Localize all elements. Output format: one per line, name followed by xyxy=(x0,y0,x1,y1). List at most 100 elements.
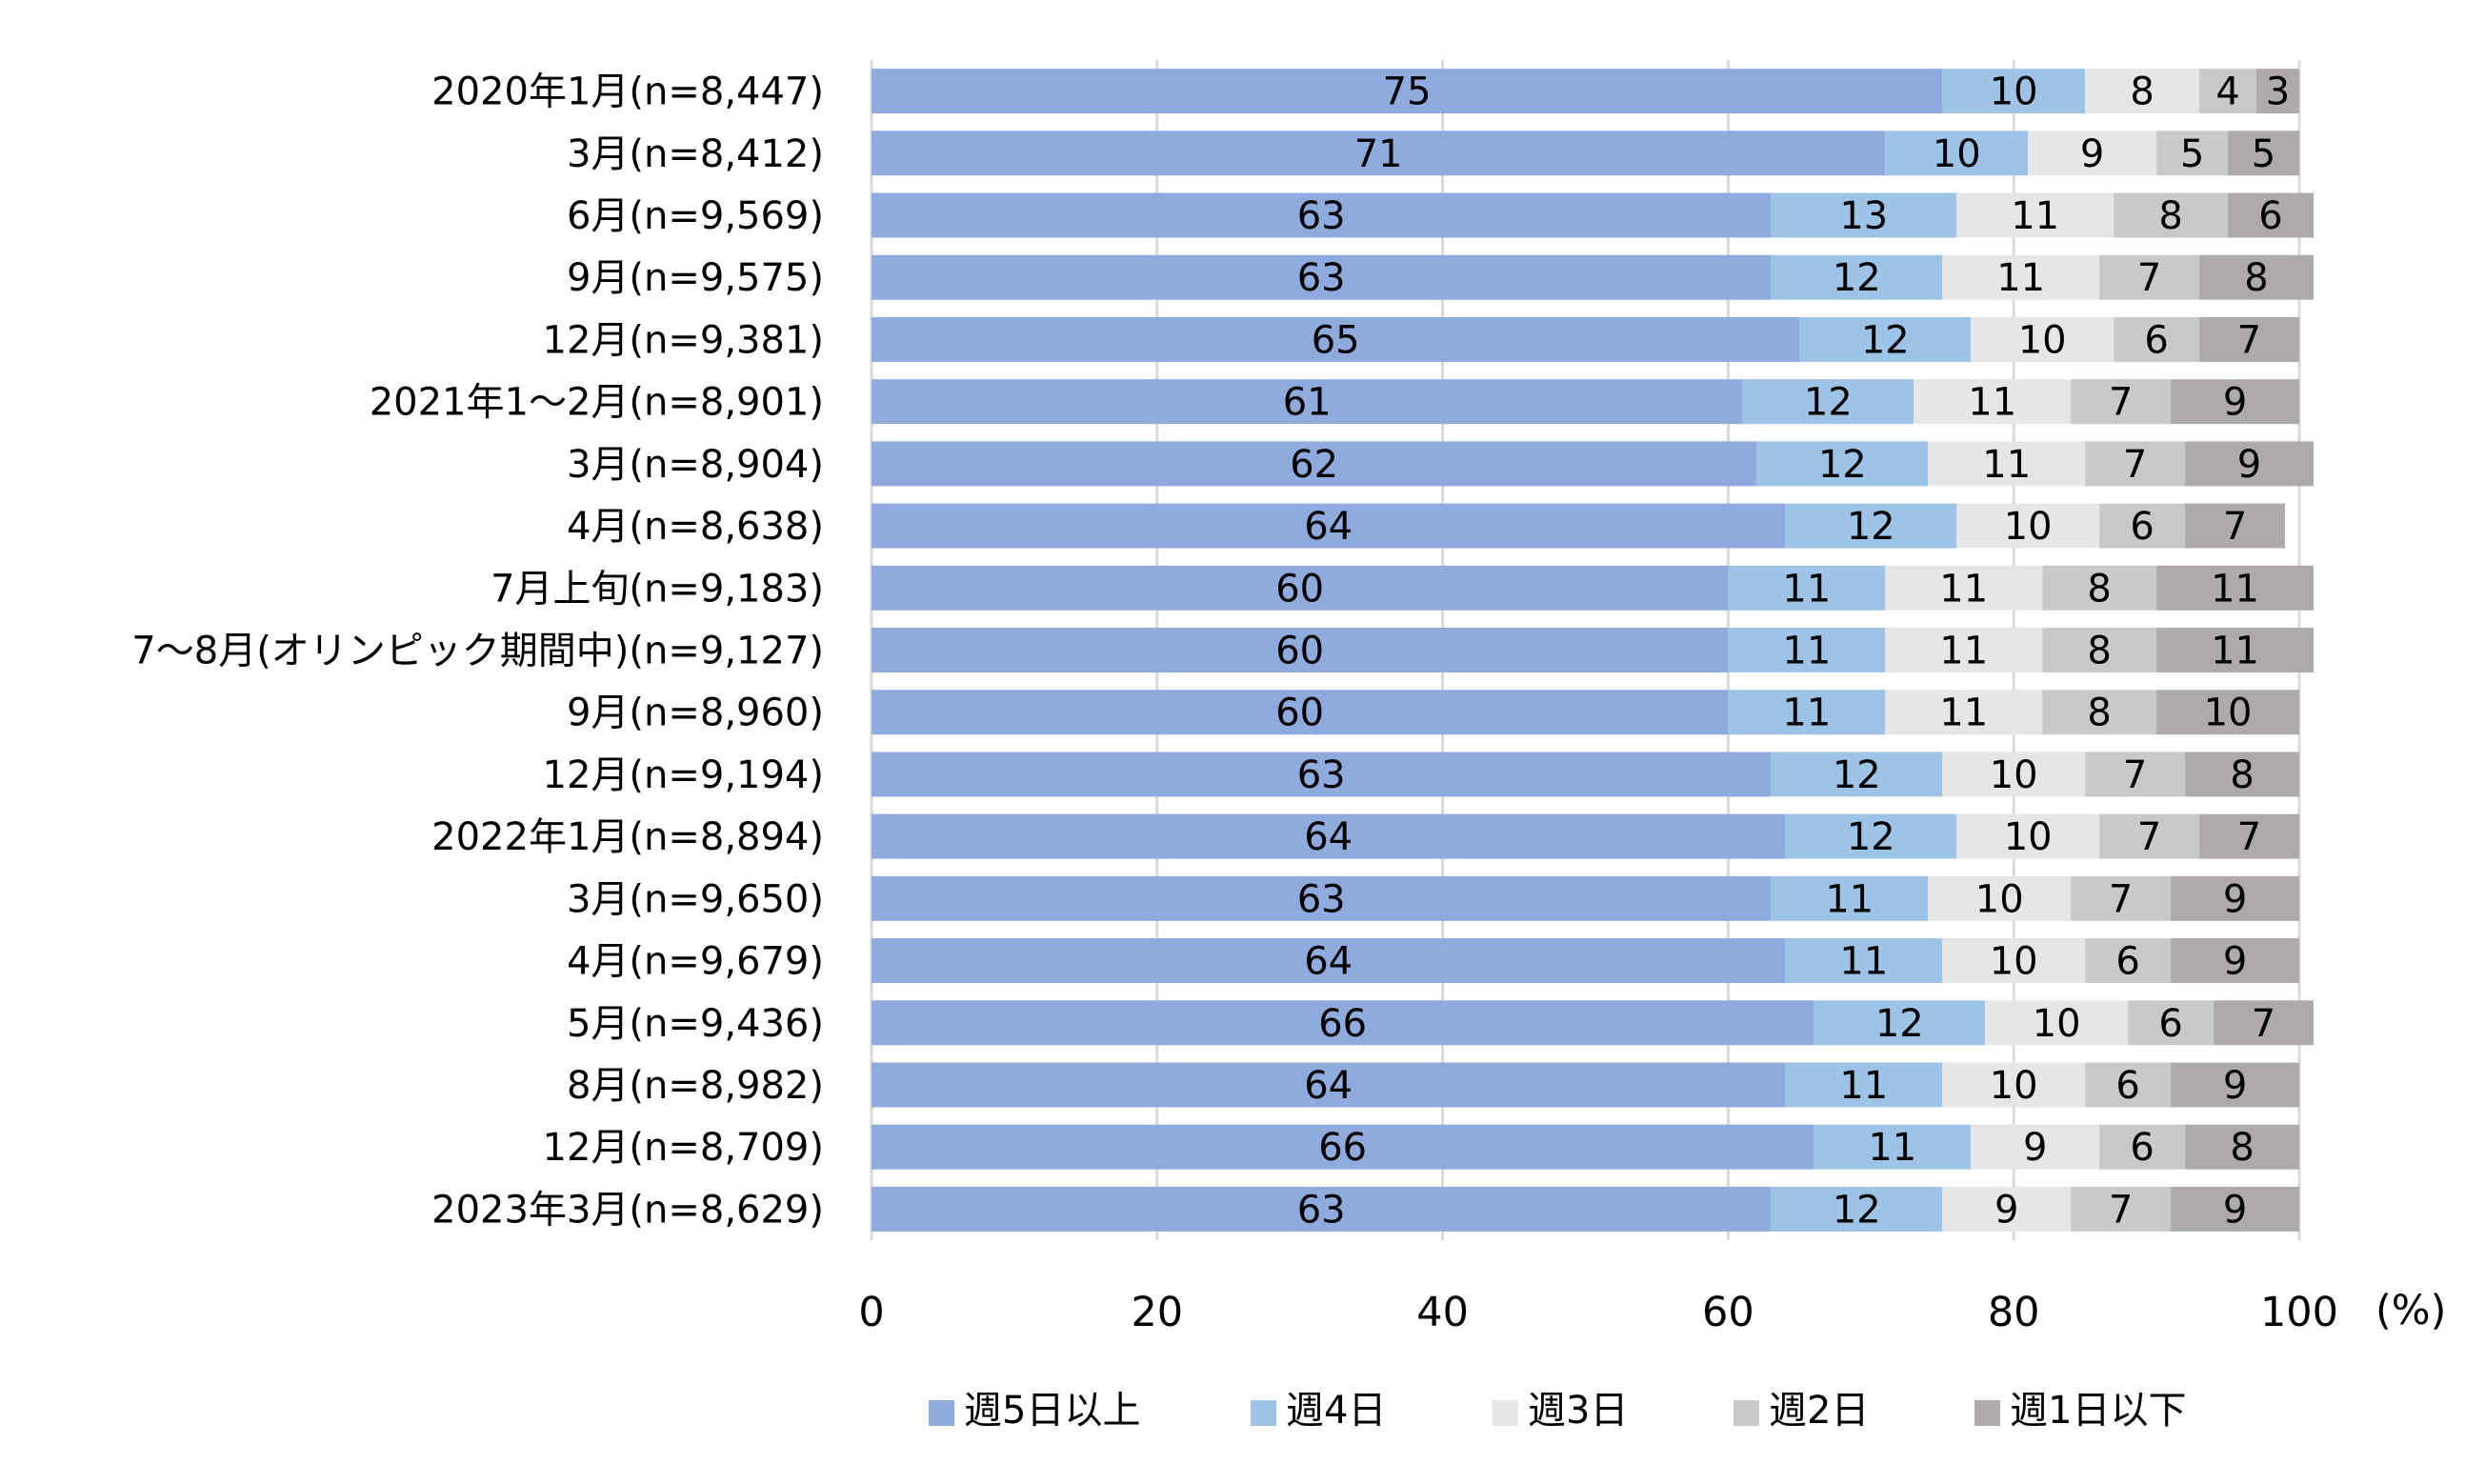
data-label: 4 xyxy=(2215,70,2239,114)
data-label: 6 xyxy=(2130,505,2154,549)
data-label: 12 xyxy=(1833,1188,1881,1232)
data-label: 11 xyxy=(1939,567,1988,611)
data-label: 60 xyxy=(1275,692,1324,735)
data-label: 7 xyxy=(2109,1188,2133,1232)
bar-segment-1 xyxy=(872,752,1772,797)
category-label: 3月(n=9,650) xyxy=(567,877,824,921)
bar-segment-5 xyxy=(2199,813,2299,859)
bar-segment-4 xyxy=(2042,565,2157,611)
bar-row: 66 12 10 6 7 xyxy=(872,1000,2314,1046)
bar-row: 60 11 11 8 11 xyxy=(872,565,2314,611)
bar-segment-3 xyxy=(1942,254,2100,300)
bar-row: 75 10 8 4 3 xyxy=(872,69,2299,114)
data-label: 63 xyxy=(1297,877,1346,921)
legend-label: 週1日以下 xyxy=(2010,1389,2186,1433)
data-label: 64 xyxy=(1304,815,1353,859)
data-label: 11 xyxy=(1939,630,1988,673)
bar-segment-1 xyxy=(872,69,1943,114)
data-label: 11 xyxy=(1839,1064,1888,1108)
data-label: 13 xyxy=(1839,194,1888,238)
bar-row: 60 11 11 8 10 xyxy=(872,690,2299,735)
legend-item: 週2日 xyxy=(1734,1389,1869,1433)
category-label: 2022年1月(n=8,894) xyxy=(431,815,824,859)
bar-row: 63 12 10 7 8 xyxy=(872,752,2299,797)
bar-segment-5 xyxy=(2214,1000,2314,1046)
tick-label: 60 xyxy=(1702,1289,1754,1336)
data-label: 9 xyxy=(2223,381,2247,425)
category-label: 4月(n=9,679) xyxy=(567,940,824,984)
bar-segment-1 xyxy=(872,503,1786,549)
x-axis-ticks: 0 20 40 60 80 100 xyxy=(858,1289,2338,1336)
legend-item: 週5日以上 xyxy=(929,1389,1140,1433)
bar-segment-2 xyxy=(1742,379,1914,425)
data-label: 63 xyxy=(1297,194,1346,238)
data-label: 11 xyxy=(1868,1126,1916,1170)
bar-segment-3 xyxy=(1914,379,2072,425)
bar-row: 60 11 11 8 11 xyxy=(872,628,2314,673)
bar-segment-1 xyxy=(872,813,1786,859)
bar-segment-5 xyxy=(2171,379,2299,425)
data-label: 7 xyxy=(2237,318,2261,362)
bar-segment-3 xyxy=(1971,1124,2100,1170)
bar-segment-4 xyxy=(2099,254,2200,300)
bar-segment-2 xyxy=(1728,690,1886,735)
bar-segment-3 xyxy=(1942,1186,2072,1232)
bar-segment-4 xyxy=(2071,875,2172,921)
legend-item: 週3日 xyxy=(1493,1389,1628,1433)
data-label: 6 xyxy=(2115,1064,2139,1108)
bar-segment-4 xyxy=(2099,1124,2186,1170)
bar-segment-2 xyxy=(1814,1124,1972,1170)
bar-segment-4 xyxy=(2042,628,2157,672)
bar-segment-2 xyxy=(1785,813,1957,859)
data-label: 11 xyxy=(2211,567,2259,611)
bar-segment-2 xyxy=(1771,254,1943,300)
bar-segment-4 xyxy=(2156,130,2229,176)
legend-swatch xyxy=(1493,1400,1518,1426)
category-label: 9月(n=8,960) xyxy=(567,692,824,735)
bars: 75 10 8 4 371 10 9 5 563 13 11 8 663 12 11 7 865 12 10 6 761… xyxy=(872,69,2314,1232)
data-label: 8 xyxy=(2087,630,2111,673)
data-label: 60 xyxy=(1275,567,1324,611)
category-label: 9月(n=9,575) xyxy=(567,256,824,300)
bar-row: 64 12 10 7 7 xyxy=(872,813,2299,859)
legend-swatch xyxy=(929,1400,954,1426)
bar-segment-4 xyxy=(2071,1186,2172,1232)
data-label: 11 xyxy=(1968,381,2016,425)
legend-label: 週4日 xyxy=(1286,1389,1386,1433)
bar-segment-1 xyxy=(872,316,1800,362)
data-label: 9 xyxy=(2237,443,2261,487)
bar-segment-5 xyxy=(2199,254,2314,300)
data-label: 11 xyxy=(1782,567,1831,611)
data-label: 10 xyxy=(1990,753,2038,797)
bar-segment-1 xyxy=(872,1124,1814,1170)
bar-segment-3 xyxy=(2028,130,2157,176)
bar-segment-5 xyxy=(2185,1124,2299,1170)
bar-segment-4 xyxy=(2085,752,2186,797)
data-label: 8 xyxy=(2158,194,2182,238)
bar-segment-1 xyxy=(872,628,1729,672)
bar-segment-3 xyxy=(1956,813,2100,859)
data-label: 9 xyxy=(2080,132,2104,176)
data-label: 9 xyxy=(2223,1188,2247,1232)
bar-segment-4 xyxy=(2114,316,2200,362)
data-label: 9 xyxy=(1994,1188,2018,1232)
bar-segment-1 xyxy=(872,441,1757,487)
data-label: 7 xyxy=(2109,381,2133,425)
legend-label: 週2日 xyxy=(1769,1389,1869,1433)
data-label: 7 xyxy=(2109,877,2133,921)
data-label: 11 xyxy=(1782,630,1831,673)
bar-segment-2 xyxy=(1785,1062,1943,1108)
data-label: 11 xyxy=(1982,443,2031,487)
bar-segment-2 xyxy=(1814,1000,1986,1046)
legend: 週5日以上 週4日 週3日 週2日 週1日以下 xyxy=(929,1389,2186,1433)
category-label: 12月(n=9,381) xyxy=(543,318,825,362)
data-label: 8 xyxy=(2244,256,2268,300)
bar-segment-5 xyxy=(2156,628,2314,672)
bar-segment-2 xyxy=(1785,938,1943,984)
data-label: 63 xyxy=(1297,256,1346,300)
data-label: 64 xyxy=(1304,940,1353,984)
bar-segment-3 xyxy=(1942,1062,2086,1108)
data-label: 10 xyxy=(1990,940,2038,984)
bar-segment-1 xyxy=(872,1186,1772,1232)
